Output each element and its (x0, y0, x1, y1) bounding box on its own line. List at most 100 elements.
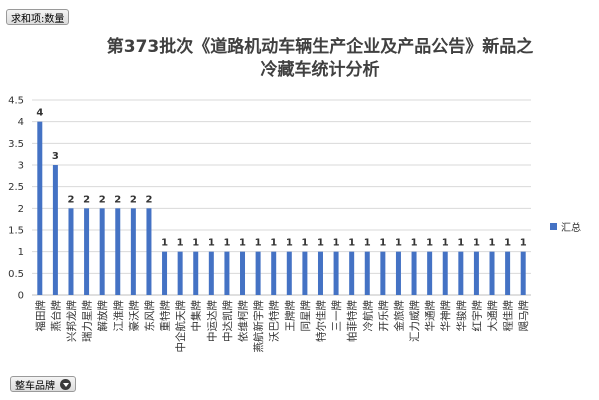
bar (68, 208, 73, 295)
x-tick-label: 燕台牌 (49, 300, 62, 332)
y-tick-label: 4 (18, 117, 24, 128)
x-tick-label: 豪沃牌 (127, 300, 140, 332)
y-tick-label: 2 (18, 204, 24, 215)
bar (224, 252, 229, 295)
bar (37, 122, 42, 295)
data-label: 1 (239, 238, 246, 249)
bar (146, 208, 151, 295)
x-tick-label: 金旅牌 (392, 300, 405, 332)
x-tick-label: 帕菲特牌 (346, 300, 359, 342)
bar (100, 208, 105, 295)
x-tick-label: 兴邦龙牌 (65, 300, 78, 342)
bar (115, 208, 120, 295)
data-label: 1 (520, 238, 527, 249)
x-tick-label: 特尔佳牌 (314, 300, 327, 342)
bar (396, 252, 401, 295)
x-tick-label: 中集牌 (190, 300, 203, 332)
x-tick-label: 东风牌 (143, 300, 156, 332)
bar (256, 252, 261, 295)
y-tick-label: 0 (18, 291, 24, 302)
bar (318, 252, 323, 295)
x-tick-label: 华通牌 (424, 300, 437, 332)
y-tick-label: 1 (18, 247, 24, 258)
data-label: 1 (177, 238, 184, 249)
data-label: 1 (208, 238, 215, 249)
bar (349, 252, 354, 295)
bar (490, 252, 495, 295)
bar (521, 252, 526, 295)
data-label: 1 (270, 238, 277, 249)
data-label: 1 (286, 238, 293, 249)
x-tick-label: 沃巴特牌 (268, 300, 281, 342)
x-tick-label: 程佳牌 (502, 300, 515, 332)
bar (458, 252, 463, 295)
bar (240, 252, 245, 295)
bar (365, 252, 370, 295)
data-label: 1 (457, 238, 464, 249)
y-tick-label: 3 (18, 161, 24, 172)
legend-label: 汇总 (561, 219, 581, 234)
bar (287, 252, 292, 295)
legend-swatch (550, 223, 557, 230)
x-tick-label: 同星牌 (299, 300, 312, 332)
bar (84, 208, 89, 295)
x-tick-label: 飓马牌 (517, 300, 530, 332)
data-label: 1 (223, 238, 230, 249)
x-tick-label: 江淮牌 (112, 300, 125, 332)
data-label: 1 (426, 238, 433, 249)
x-tick-label: 三一牌 (330, 300, 343, 332)
data-label: 2 (83, 194, 90, 205)
x-tick-label: 开乐牌 (377, 300, 390, 332)
y-tick-label: 3.5 (8, 139, 24, 150)
data-label: 1 (317, 238, 324, 249)
bar (53, 165, 58, 295)
legend: 汇总 (550, 219, 581, 234)
data-label: 2 (130, 194, 137, 205)
data-label: 1 (395, 238, 402, 249)
data-label: 1 (411, 238, 418, 249)
bar (302, 252, 307, 295)
x-tick-label: 华骏牌 (455, 300, 468, 332)
data-label: 2 (99, 194, 106, 205)
bar (427, 252, 432, 295)
data-label: 1 (379, 238, 386, 249)
x-tick-label: 华神牌 (439, 300, 452, 332)
data-label: 1 (301, 238, 308, 249)
x-tick-label: 中运达牌 (205, 300, 218, 342)
bar (193, 252, 198, 295)
data-label: 1 (348, 238, 355, 249)
data-label: 1 (333, 238, 340, 249)
data-label: 2 (68, 194, 75, 205)
bar (334, 252, 339, 295)
x-tick-label: 中达凯牌 (221, 300, 234, 342)
x-tick-label: 大通牌 (486, 300, 499, 332)
data-label: 1 (489, 238, 496, 249)
x-tick-label: 冷航牌 (361, 300, 374, 332)
data-label: 1 (192, 238, 199, 249)
x-tick-label: 依维柯牌 (237, 300, 250, 342)
x-tick-label: 红宇牌 (470, 300, 483, 332)
data-label: 1 (504, 238, 511, 249)
data-label: 1 (364, 238, 371, 249)
x-tick-label: 燕航新宇牌 (252, 300, 265, 353)
bar (505, 252, 510, 295)
y-tick-label: 0.5 (8, 269, 24, 280)
bar (178, 252, 183, 295)
dropdown-arrow-icon[interactable] (60, 379, 71, 390)
data-label: 2 (145, 194, 152, 205)
y-tick-label: 4.5 (8, 96, 24, 107)
y-tick-label: 2.5 (8, 182, 24, 193)
x-tick-label: 重特牌 (159, 300, 172, 332)
x-tick-label: 解放牌 (96, 300, 109, 332)
x-tick-label: 瑞力星牌 (81, 300, 94, 342)
pivot-axis-field-button[interactable]: 整车品牌 (10, 376, 76, 392)
y-tick-label: 1.5 (8, 226, 24, 237)
bar (474, 252, 479, 295)
pivot-axis-field-label: 整车品牌 (15, 377, 55, 392)
data-label: 4 (36, 108, 43, 119)
bar (380, 252, 385, 295)
x-tick-label: 汇力威牌 (408, 300, 421, 342)
data-label: 1 (255, 238, 262, 249)
bar (162, 252, 167, 295)
